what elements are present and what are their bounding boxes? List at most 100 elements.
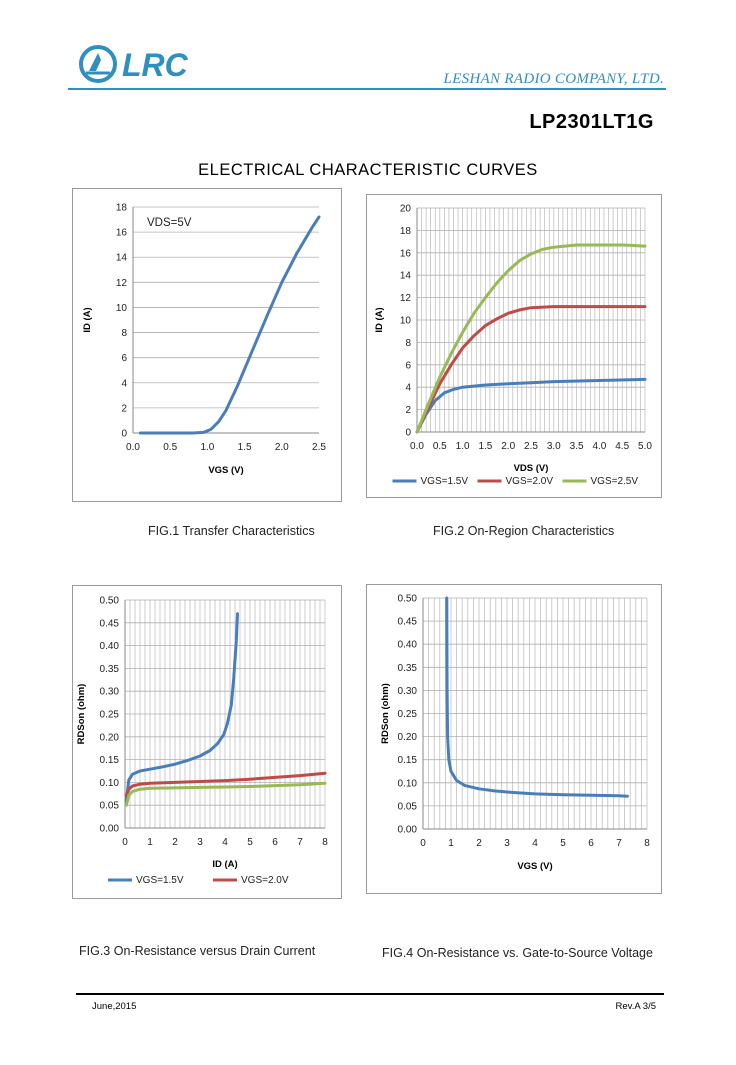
x-axis-title: VDS (V) xyxy=(514,463,549,474)
y-tick-label: 0.35 xyxy=(398,663,418,674)
x-tick-label: 3 xyxy=(504,838,510,849)
y-tick-label: 0 xyxy=(405,428,411,439)
y-tick-label: 0.45 xyxy=(398,617,418,628)
legend-label: VGS=1.5V xyxy=(421,476,469,487)
x-tick-label: 2 xyxy=(476,838,482,849)
caption-fig1: FIG.1 Transfer Characteristics xyxy=(148,524,315,538)
x-tick-label: 3.5 xyxy=(570,441,584,452)
caption-fig2: FIG.2 On-Region Characteristics xyxy=(433,524,615,538)
x-tick-label: 0.5 xyxy=(163,442,177,453)
y-tick-label: 6 xyxy=(405,360,411,371)
x-tick-label: 6 xyxy=(272,837,278,848)
series-line-1 xyxy=(138,215,321,435)
series-line-2 xyxy=(124,771,327,798)
legend-label: VGS=2.5V xyxy=(591,476,639,487)
y-tick-label: 18 xyxy=(116,203,128,214)
x-tick-label: 6 xyxy=(588,838,594,849)
y-tick-label: 14 xyxy=(116,253,128,264)
y-tick-label: 0.50 xyxy=(100,596,120,607)
y-tick-label: 0.00 xyxy=(100,824,120,835)
x-tick-label: 2.0 xyxy=(275,442,289,453)
chart-frame xyxy=(366,584,662,894)
x-tick-label: 1 xyxy=(448,838,454,849)
y-tick-label: 0.35 xyxy=(100,664,120,675)
y-tick-label: 0.25 xyxy=(100,710,120,721)
x-tick-label: 4 xyxy=(532,838,538,849)
y-tick-label: 2 xyxy=(405,405,411,416)
series-line-3 xyxy=(415,243,647,434)
y-axis-title: ID (A) xyxy=(82,307,93,332)
y-tick-label: 16 xyxy=(400,248,412,259)
y-tick-label: 12 xyxy=(116,278,128,289)
company-name: LESHAN RADIO COMPANY, LTD. xyxy=(443,71,664,87)
y-tick-label: 20 xyxy=(400,204,412,215)
series-line-3 xyxy=(124,781,327,807)
series-line-1 xyxy=(415,377,647,434)
x-axis-title: ID (A) xyxy=(212,859,237,870)
footer-date: June,2015 xyxy=(92,1001,137,1012)
x-axis-title: VGS (V) xyxy=(517,861,552,872)
x-tick-label: 4 xyxy=(222,837,228,848)
x-tick-label: 5 xyxy=(247,837,253,848)
chart-frame xyxy=(72,188,342,502)
x-tick-label: 2.5 xyxy=(524,441,538,452)
lrc-logo: LRC xyxy=(79,45,189,83)
y-tick-label: 0 xyxy=(121,429,127,440)
y-tick-label: 4 xyxy=(121,378,127,389)
x-tick-label: 8 xyxy=(644,838,650,849)
x-tick-label: 1.0 xyxy=(456,441,470,452)
y-tick-label: 0.40 xyxy=(398,640,418,651)
y-tick-label: 4 xyxy=(405,383,411,394)
x-tick-label: 1 xyxy=(147,837,153,848)
x-tick-label: 4.5 xyxy=(615,441,629,452)
x-axis-title: VGS (V) xyxy=(208,465,243,476)
x-tick-label: 1.5 xyxy=(478,441,492,452)
y-tick-label: 0.15 xyxy=(100,755,120,766)
chart-annotation: VDS=5V xyxy=(147,217,192,229)
chart-fig4: 0.00 0.05 0.10 0.15 0.20 0.25 0.30 0.35 0.40 0.45… xyxy=(366,584,662,894)
y-tick-label: 18 xyxy=(400,226,412,237)
y-tick-label: 0.05 xyxy=(100,801,120,812)
x-tick-label: 0.5 xyxy=(433,441,447,452)
y-tick-label: 0.20 xyxy=(398,732,418,743)
x-tick-label: 8 xyxy=(322,837,328,848)
y-tick-label: 0.00 xyxy=(398,825,418,836)
x-tick-label: 0 xyxy=(122,837,128,848)
y-axis-title: RDSon (ohm) xyxy=(76,684,87,745)
y-tick-label: 16 xyxy=(116,228,128,239)
y-tick-label: 0.40 xyxy=(100,641,120,652)
legend-label: VGS=2.0V xyxy=(241,875,289,886)
series-line-1 xyxy=(445,596,629,798)
x-tick-label: 2 xyxy=(172,837,178,848)
footer-revision: Rev.A 3/5 xyxy=(615,1001,657,1012)
x-tick-label: 4.0 xyxy=(592,441,606,452)
y-tick-label: 0.30 xyxy=(398,686,418,697)
series-line-2 xyxy=(415,305,647,434)
x-tick-label: 3 xyxy=(197,837,203,848)
caption-fig3: FIG.3 On-Resistance versus Drain Current xyxy=(79,944,316,958)
y-axis-title: RDSon (ohm) xyxy=(380,683,391,744)
y-tick-label: 0.50 xyxy=(398,594,418,605)
caption-fig4: FIG.4 On-Resistance vs. Gate-to-Source V… xyxy=(382,946,653,960)
legend-label: VGS=1.5V xyxy=(136,875,184,886)
y-tick-label: 0.05 xyxy=(398,801,418,812)
footer-rule xyxy=(76,993,664,995)
x-tick-label: 2.0 xyxy=(501,441,515,452)
legend-label: VGS=2.0V xyxy=(506,476,554,487)
x-tick-label: 0.0 xyxy=(410,441,424,452)
x-tick-label: 5 xyxy=(560,838,566,849)
y-tick-label: 2 xyxy=(121,403,127,414)
x-tick-label: 3.0 xyxy=(547,441,561,452)
y-tick-label: 8 xyxy=(121,328,127,339)
y-tick-label: 0.25 xyxy=(398,709,418,720)
chart-fig2: 0 2 4 6 8 10 12 14 16 18 20 0.0 0.5 1.0 1.5 2.0 2.5 3.0 3.… xyxy=(366,194,662,498)
x-tick-label: 1.0 xyxy=(200,442,214,453)
x-tick-label: 0.0 xyxy=(126,442,140,453)
header-rule xyxy=(68,88,666,90)
y-tick-label: 12 xyxy=(400,293,412,304)
chart-fig1: 0 2 4 6 8 10 12 14 16 18 0.0 0.5 1.0 1.5 2.0 2.5 VGS (V)… xyxy=(72,188,342,502)
x-tick-label: 7 xyxy=(616,838,622,849)
chart-fig3: 0.00 0.05 0.10 0.15 0.20 0.25 0.30 0.35 0.40 0.45… xyxy=(72,585,342,899)
part-number: LP2301LT1G xyxy=(529,111,654,133)
y-tick-label: 8 xyxy=(405,338,411,349)
